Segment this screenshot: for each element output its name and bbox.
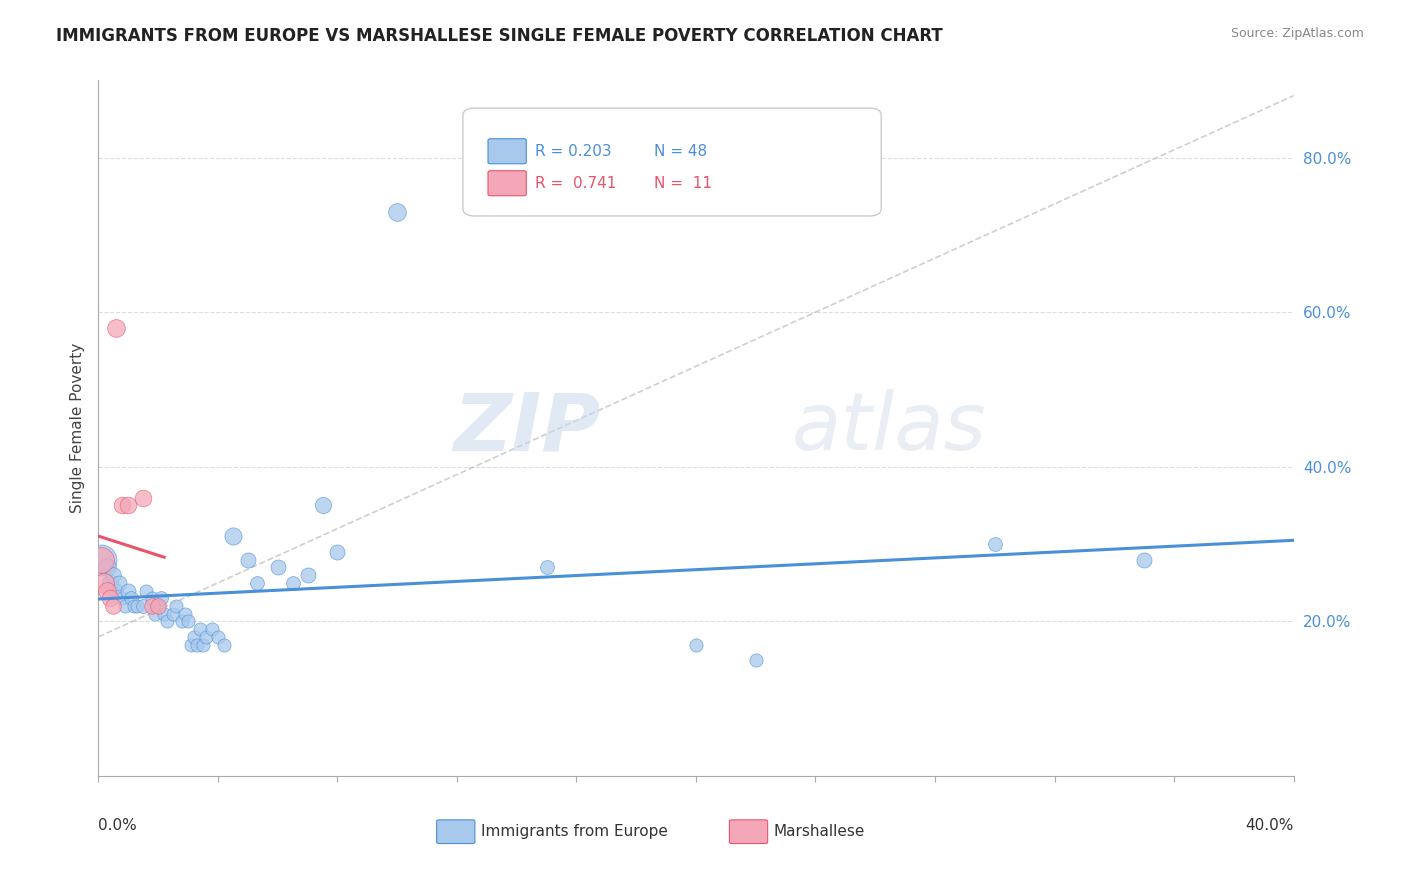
Point: [98, 575, 122, 590]
FancyBboxPatch shape: [488, 170, 526, 195]
Point: [93, 575, 115, 590]
Point: [98, 591, 122, 606]
Point: [236, 552, 259, 566]
FancyBboxPatch shape: [437, 820, 475, 844]
Text: Source: ZipAtlas.com: Source: ZipAtlas.com: [1230, 27, 1364, 40]
Point: [141, 599, 163, 613]
Point: [222, 529, 245, 543]
Point: [103, 568, 125, 582]
Point: [1133, 552, 1156, 566]
Point: [117, 499, 139, 513]
Point: [105, 320, 128, 334]
Point: [135, 583, 157, 598]
Point: [195, 630, 218, 644]
Point: [96, 583, 118, 598]
Point: [156, 615, 179, 629]
Point: [267, 560, 290, 574]
Point: [132, 491, 155, 505]
Point: [117, 583, 139, 598]
Point: [188, 622, 211, 636]
Point: [311, 499, 333, 513]
FancyBboxPatch shape: [488, 139, 526, 164]
FancyBboxPatch shape: [730, 820, 768, 844]
Text: atlas: atlas: [792, 389, 987, 467]
Y-axis label: Single Female Poverty: Single Female Poverty: [69, 343, 84, 513]
Point: [90, 552, 112, 566]
Point: [212, 638, 235, 652]
Point: [148, 599, 170, 613]
Text: ZIP: ZIP: [453, 389, 600, 467]
Text: 0.0%: 0.0%: [98, 818, 138, 833]
Point: [143, 607, 166, 621]
Point: [745, 653, 768, 667]
Point: [153, 607, 176, 621]
Point: [108, 575, 131, 590]
Point: [201, 622, 224, 636]
Point: [177, 615, 200, 629]
Point: [90, 552, 112, 566]
Point: [536, 560, 558, 574]
Point: [172, 615, 194, 629]
Point: [96, 560, 118, 574]
Text: Marshallese: Marshallese: [773, 824, 865, 839]
FancyBboxPatch shape: [463, 108, 882, 216]
Point: [297, 568, 319, 582]
Point: [191, 638, 214, 652]
Text: N = 48: N = 48: [654, 144, 707, 159]
Point: [132, 599, 155, 613]
Point: [103, 599, 125, 613]
Point: [685, 638, 707, 652]
Text: IMMIGRANTS FROM EUROPE VS MARSHALLESE SINGLE FEMALE POVERTY CORRELATION CHART: IMMIGRANTS FROM EUROPE VS MARSHALLESE SI…: [56, 27, 943, 45]
Point: [105, 583, 128, 598]
Text: Immigrants from Europe: Immigrants from Europe: [481, 824, 668, 839]
Point: [150, 591, 173, 606]
Point: [124, 599, 146, 613]
Point: [120, 591, 142, 606]
Point: [141, 591, 163, 606]
Point: [111, 499, 134, 513]
Point: [385, 204, 409, 219]
Point: [127, 599, 149, 613]
Point: [165, 599, 187, 613]
Text: R = 0.203: R = 0.203: [534, 144, 612, 159]
Point: [148, 599, 170, 613]
Text: N =  11: N = 11: [654, 176, 713, 191]
Point: [207, 630, 229, 644]
Point: [183, 630, 205, 644]
Point: [984, 537, 1007, 551]
Point: [180, 638, 202, 652]
Point: [162, 607, 184, 621]
Text: R =  0.741: R = 0.741: [534, 176, 616, 191]
Point: [246, 575, 269, 590]
Point: [114, 599, 136, 613]
Point: [186, 638, 208, 652]
Point: [111, 591, 134, 606]
Point: [281, 575, 304, 590]
Point: [326, 545, 349, 559]
Point: [174, 607, 197, 621]
Text: 40.0%: 40.0%: [1246, 818, 1294, 833]
